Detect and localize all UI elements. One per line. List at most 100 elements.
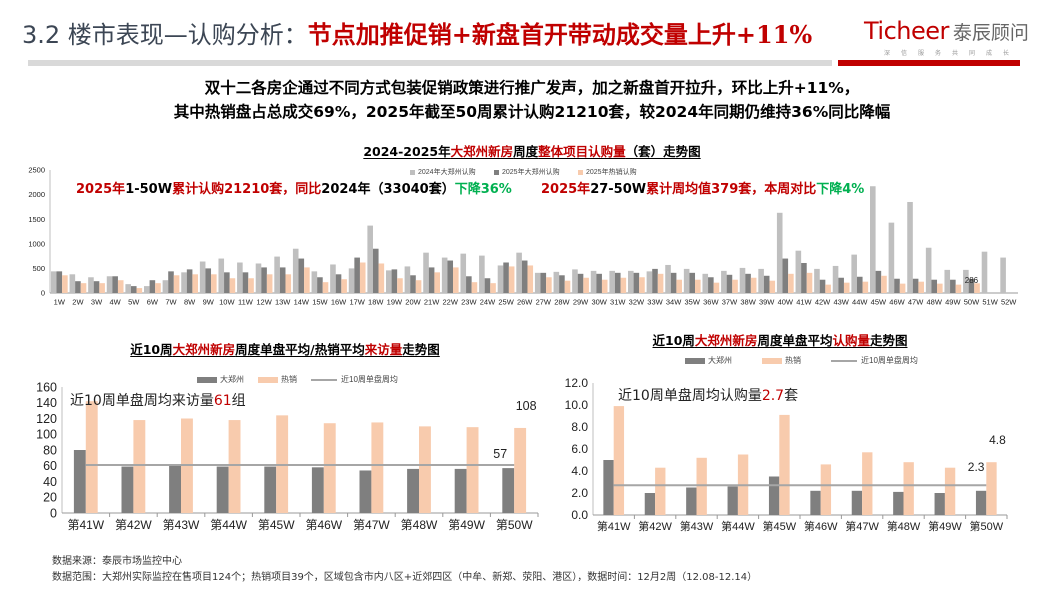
x-tick-label: 15W (312, 298, 328, 307)
bar-3 (359, 262, 366, 293)
bar-1 (237, 262, 243, 293)
x-tick-label: 14W (294, 298, 310, 307)
data-label: 4.8 (989, 433, 1006, 447)
bar-1 (851, 254, 857, 293)
title-segment: 来访量 (364, 342, 403, 357)
logo: Ticheer 泰辰顾问 深信服务共同成长 (864, 16, 1054, 62)
x-tick-label: 7W (165, 298, 177, 307)
bar-3 (415, 280, 422, 293)
bar-1 (934, 493, 945, 515)
x-tick-label: 第41W (67, 518, 104, 532)
bar-3 (583, 277, 589, 293)
bar-1 (553, 271, 560, 293)
logo-cn: 泰辰顾问 (952, 22, 1029, 44)
bar-1 (386, 270, 392, 293)
bar-2 (447, 260, 454, 293)
bar-1 (88, 277, 94, 293)
x-tick-label: 5W (128, 298, 140, 307)
summary-line-2: 其中热销盘占总成交69%，2025年截至50周累计认购21210套，较2024年… (173, 103, 891, 121)
bar-3 (322, 282, 329, 293)
annotation-segment: 累计周均值379套，本周对比 (646, 182, 817, 197)
subscription-annotation: 近10周单盘周均认购量2.7套 (618, 388, 798, 405)
x-tick-label: 31W (610, 298, 626, 307)
x-tick-label: 49W (945, 298, 961, 307)
x-tick-label: 44W (852, 298, 868, 307)
bar-3 (564, 280, 571, 293)
bar-2 (708, 277, 714, 293)
legend-label: 大郑州 (708, 355, 732, 365)
bar-2 (894, 278, 900, 293)
visits-annotation: 近10周单盘周均来访量61组 (70, 393, 246, 410)
x-tick-label: 第46W (305, 518, 342, 532)
bar-1 (404, 266, 411, 293)
bar-1 (73, 450, 86, 513)
x-tick-label: 12W (256, 298, 272, 307)
bar-2 (410, 275, 416, 293)
bar-1 (768, 476, 780, 515)
bar-2 (862, 452, 873, 515)
bar-1 (502, 468, 515, 513)
x-tick-label: 33W (647, 298, 663, 307)
legend-swatch (578, 170, 583, 175)
x-tick-label: 第50W (969, 519, 1003, 533)
bar-2 (819, 279, 826, 293)
x-tick-label: 第50W (496, 518, 533, 532)
bar-3 (471, 282, 478, 293)
bar-2 (614, 272, 621, 293)
x-tick-label: 26W (517, 298, 533, 307)
bar-2 (317, 277, 323, 293)
bar-2 (779, 414, 790, 515)
legend-swatch (258, 377, 278, 383)
x-tick-label: 第49W (928, 519, 962, 533)
annotation-segment: 2.7 (761, 388, 785, 404)
bar-1 (348, 268, 355, 293)
bar-2 (652, 268, 658, 293)
x-tick-label: 第45W (258, 518, 295, 532)
x-tick-label: 28W (554, 298, 570, 307)
x-tick-label: 18W (368, 298, 384, 307)
bar-2 (903, 462, 914, 515)
y-tick-label: 8.0 (571, 420, 588, 434)
legend-swatch (197, 377, 217, 383)
legend-label: 热销 (281, 374, 297, 384)
bar-3 (117, 280, 124, 293)
bar-2 (726, 274, 733, 293)
x-tick-label: 48W (927, 298, 943, 307)
bar-1 (925, 247, 932, 293)
bar-3 (508, 266, 515, 293)
title-segment: 周度 (513, 144, 539, 159)
y-tick-label: 10.0 (565, 398, 589, 412)
x-tick-label: 第44W (721, 519, 755, 533)
bar-1 (590, 270, 597, 293)
visits-chart-title: 近10周大郑州新房周度单盘平均/热销平均来访量走势图 (30, 342, 540, 357)
bar-1 (359, 470, 372, 513)
bar-2 (391, 269, 398, 293)
x-tick-label: 4W (110, 298, 122, 307)
title-segment: 大郑州新房 (172, 342, 236, 357)
x-tick-label: 51W (982, 298, 998, 307)
weekly-subscription-chart: 0 500 1000 1500 2000 2500 1W 2W 3W 4W 5W 6W 7W 8W 9W 10… (0, 160, 1018, 307)
bar-3 (825, 284, 831, 293)
bar-2 (912, 278, 919, 293)
bar-2 (371, 422, 384, 513)
bar-1 (216, 466, 229, 513)
bar-2 (763, 275, 770, 293)
legend-label: 大郑州 (220, 374, 244, 384)
x-tick-label: 36W (703, 298, 719, 307)
bar-2 (875, 270, 882, 293)
y-tick-label: 0.0 (571, 508, 588, 522)
bar-1 (534, 272, 541, 293)
x-tick-label: 50W (964, 298, 980, 307)
bar-1 (572, 269, 578, 293)
bar-2 (130, 286, 137, 293)
x-tick-label: 9W (203, 298, 215, 307)
title-segment: 认购量 (832, 333, 870, 348)
x-tick-label: 32W (629, 298, 645, 307)
y-tick-label: 120 (36, 412, 57, 426)
bar-1 (683, 268, 690, 293)
bar-2 (820, 464, 832, 515)
bar-2 (540, 272, 547, 293)
x-tick-label: 47W (908, 298, 924, 307)
bar-2 (577, 273, 584, 293)
